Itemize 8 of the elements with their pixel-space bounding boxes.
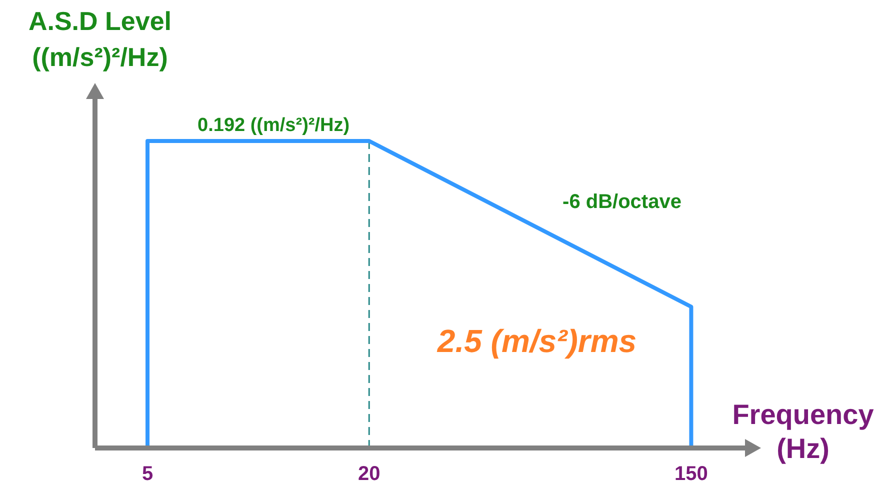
y-axis-title: A.S.D Level ((m/s²)²/Hz) — [28, 6, 172, 72]
x-tick-label: 5 — [142, 463, 154, 485]
x-tick-label: 150 — [674, 463, 708, 485]
annotation: -6 dB/octave — [562, 191, 682, 213]
annotation: 2.5 (m/s²)rms — [436, 323, 637, 359]
x-tick-label: 20 — [358, 463, 380, 485]
annotation: 0.192 ((m/s²)²/Hz) — [198, 115, 350, 136]
x-axis-title: Frequency (Hz) — [732, 399, 874, 464]
